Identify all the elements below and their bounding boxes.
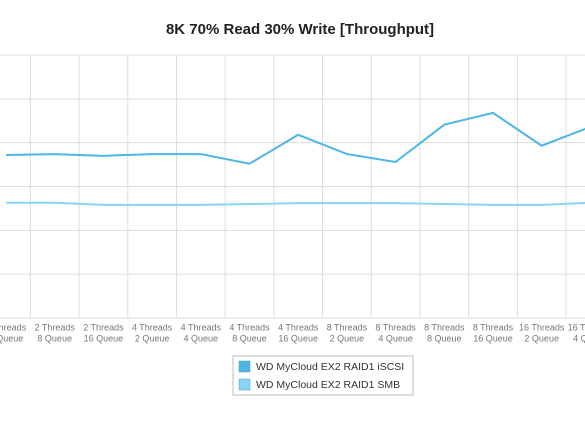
- x-tick-label: 8 Threads: [424, 322, 465, 332]
- x-tick-label: 4 Queue: [378, 333, 413, 343]
- legend-label: WD MyCloud EX2 RAID1 iSCSI: [256, 361, 404, 373]
- x-tick-label: 4 Queue: [0, 333, 23, 343]
- legend-box: [232, 355, 414, 396]
- x-tick-label: 2 Threads: [83, 322, 124, 332]
- x-tick-label: 2 Queue: [524, 333, 559, 343]
- series-line: [6, 201, 585, 206]
- x-tick-label: 2 Queue: [135, 333, 170, 343]
- x-tick-label: 4 Queue: [573, 333, 585, 343]
- chart-title: 8K 70% Read 30% Write [Throughput]: [166, 21, 434, 38]
- legend-swatch: [238, 360, 251, 373]
- legend-swatch: [238, 378, 251, 391]
- x-tick-label: 4 Queue: [184, 333, 219, 343]
- x-tick-label: 8 Queue: [37, 333, 72, 343]
- x-tick-label: 8 Threads: [473, 322, 514, 332]
- x-tick-label: 16 Threads: [568, 322, 585, 332]
- x-tick-label: 8 Queue: [232, 333, 267, 343]
- x-tick-label: 16 Queue: [473, 333, 513, 343]
- x-tick-label: 2 Queue: [330, 333, 365, 343]
- x-tick-label: 8 Threads: [327, 322, 368, 332]
- x-tick-label: 8 Threads: [375, 322, 416, 332]
- legend-label: WD MyCloud EX2 RAID1 SMB: [256, 379, 400, 391]
- x-tick-label: 16 Queue: [278, 333, 318, 343]
- x-tick-label: 4 Threads: [229, 322, 270, 332]
- x-tick-label: 4 Threads: [132, 322, 173, 332]
- x-tick-label: 16 Threads: [519, 322, 565, 332]
- x-tick-label: 16 Queue: [84, 333, 124, 343]
- x-tick-label: 4 Threads: [181, 322, 222, 332]
- x-tick-label: 2 Threads: [0, 322, 27, 332]
- series-line: [5, 111, 585, 165]
- x-tick-label: 8 Queue: [427, 333, 462, 343]
- x-tick-label: 4 Threads: [278, 322, 319, 332]
- x-tick-label: 2 Threads: [35, 322, 76, 332]
